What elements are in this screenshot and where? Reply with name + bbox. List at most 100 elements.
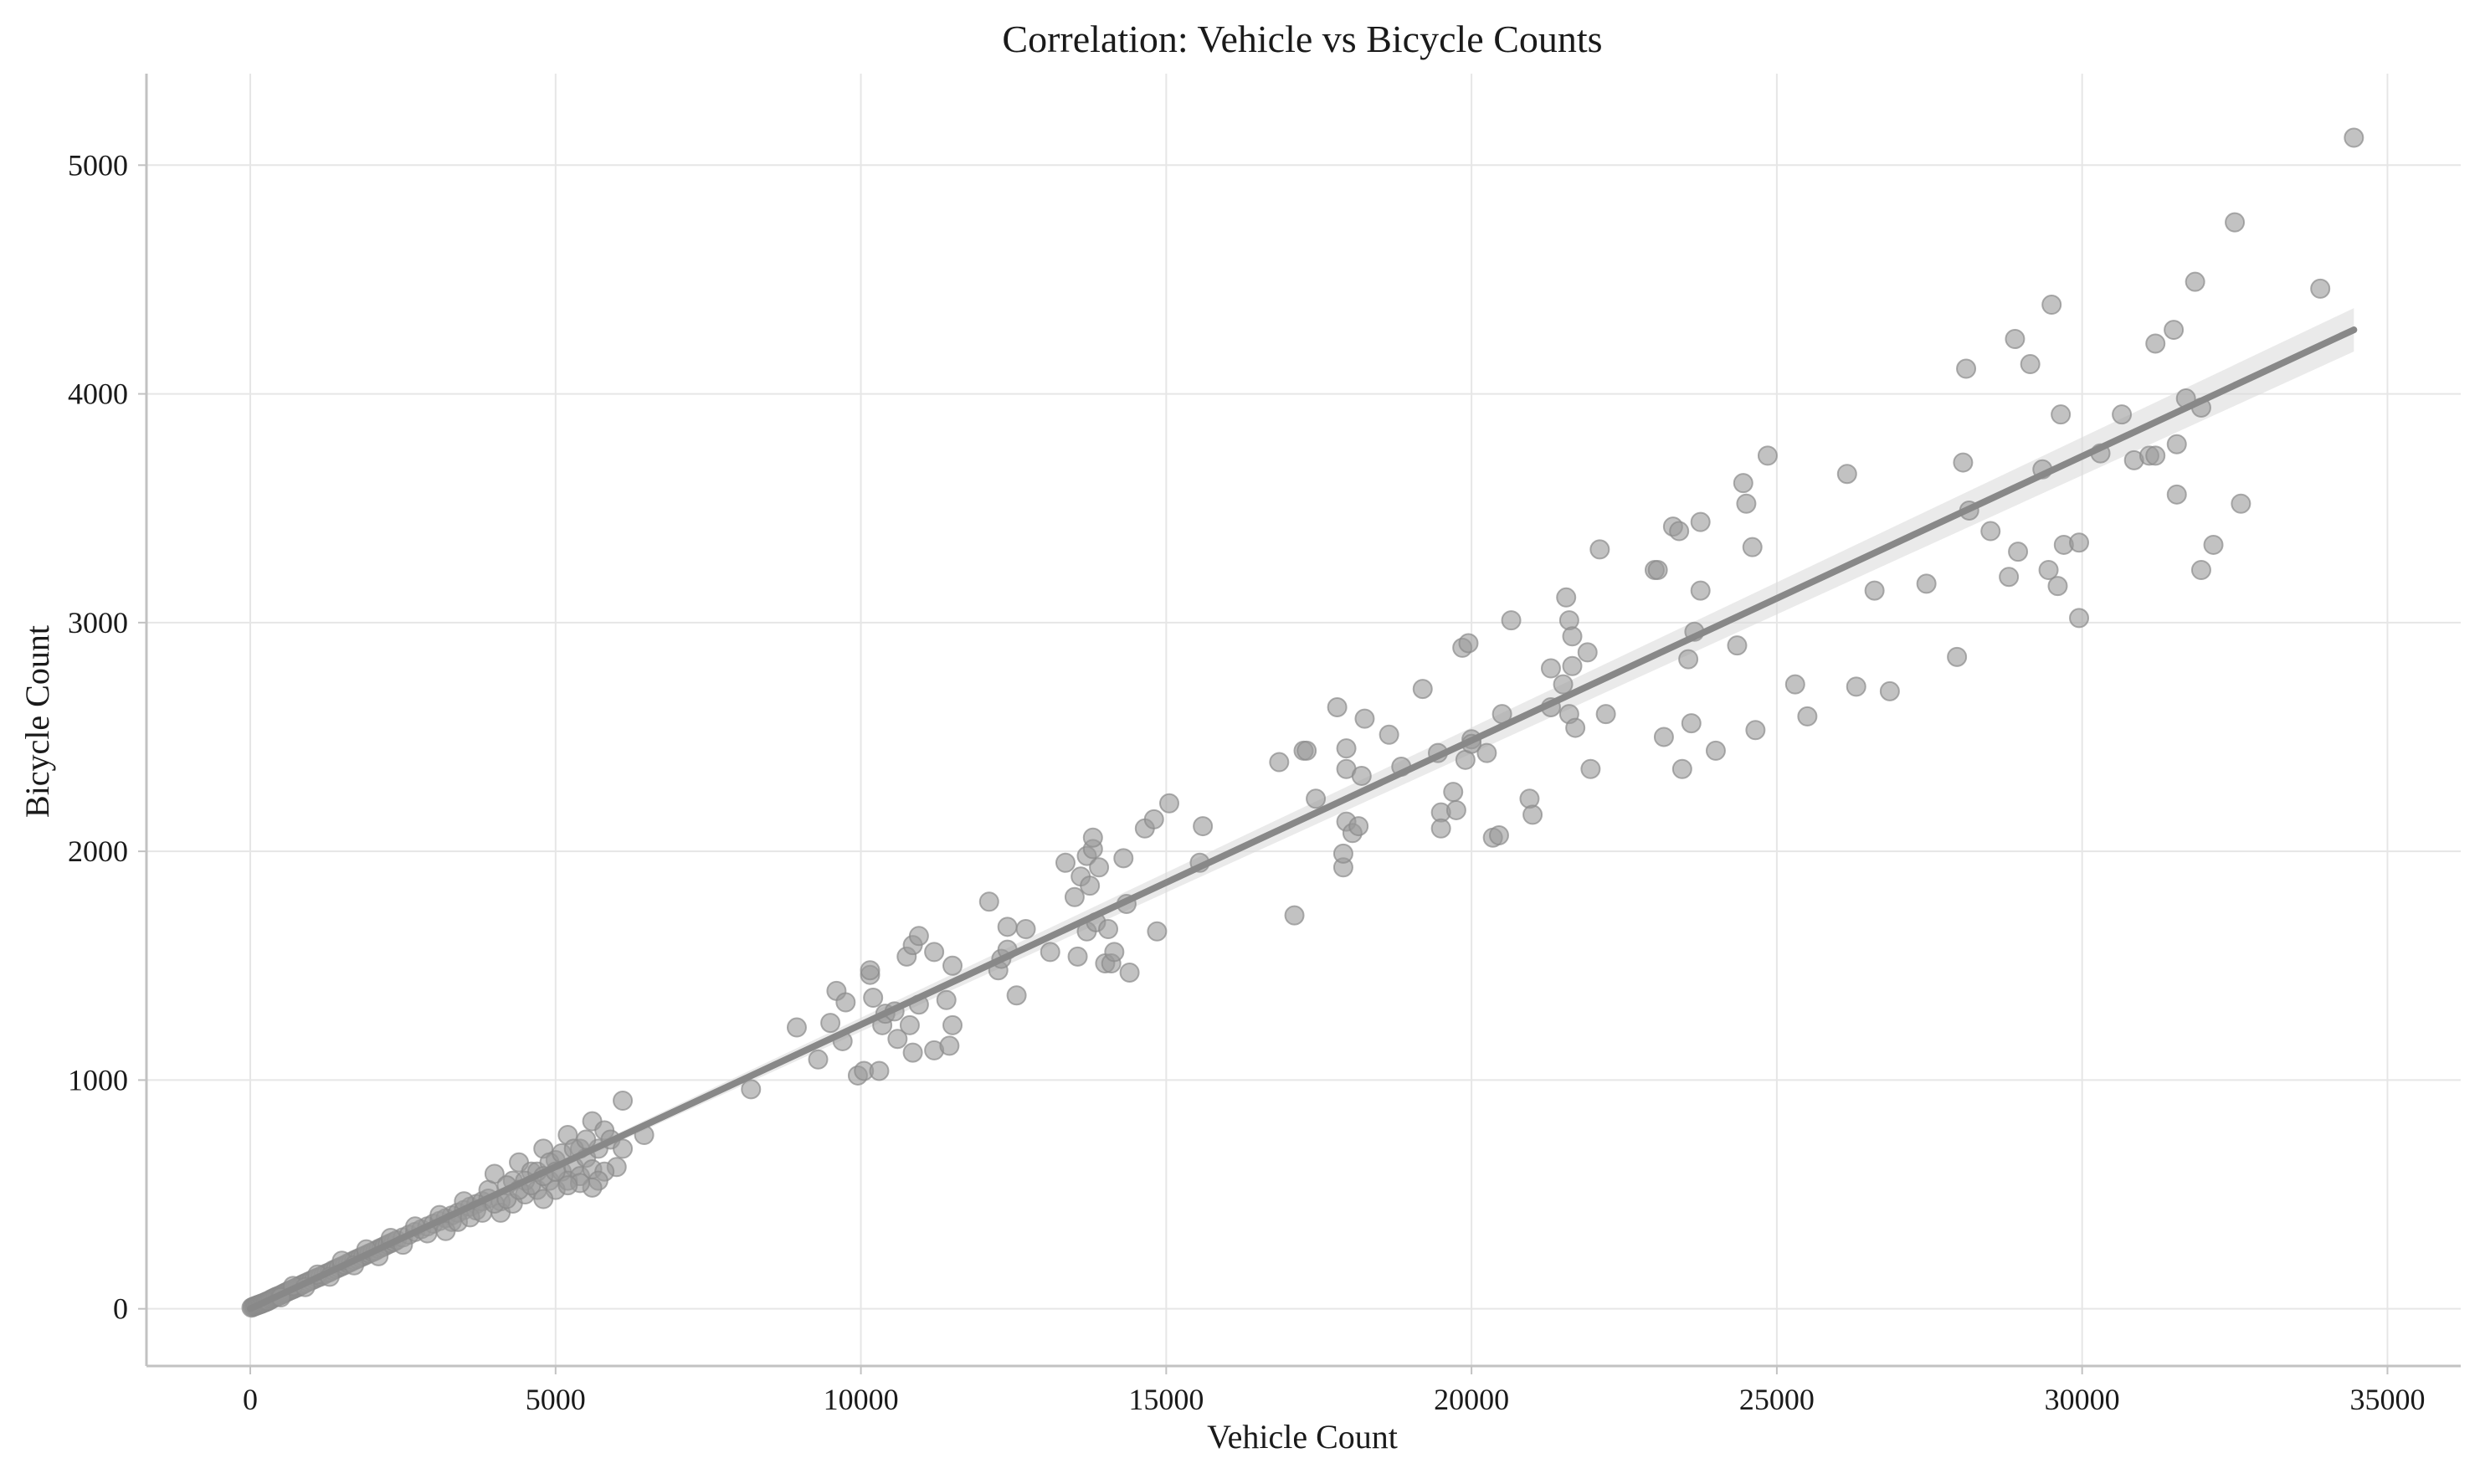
data-point	[869, 1060, 890, 1081]
data-point	[1430, 818, 1451, 839]
data-point	[741, 1079, 762, 1100]
data-point	[1098, 919, 1119, 940]
data-point	[1562, 655, 1583, 676]
axes: 0 5000 10000 15000 20000 25000 30000 35000 0 1000…	[68, 74, 2461, 1416]
data-point	[1067, 946, 1088, 967]
data-point	[1336, 738, 1357, 759]
data-point	[1953, 452, 1974, 473]
y-tick-label: 2000	[68, 834, 128, 868]
data-point	[613, 1091, 634, 1112]
data-point	[1757, 445, 1778, 466]
data-point	[835, 992, 856, 1013]
data-point	[613, 1138, 634, 1159]
data-point	[908, 926, 929, 947]
data-point	[2041, 295, 2062, 316]
data-point	[1947, 646, 1968, 667]
data-point	[936, 989, 957, 1010]
data-point	[808, 1049, 829, 1070]
regression-line-group	[247, 326, 2358, 1312]
chart-title: Correlation: Vehicle vs Bicycle Counts	[1002, 18, 1602, 60]
y-tick-label: 5000	[68, 148, 128, 182]
data-point	[533, 1189, 554, 1209]
data-point	[2310, 278, 2331, 299]
data-point	[1681, 713, 1702, 734]
data-point	[1488, 825, 1509, 846]
data-point	[1445, 799, 1466, 820]
data-point	[1104, 942, 1125, 963]
x-tick-label: 20000	[1434, 1383, 1509, 1416]
data-point	[1458, 633, 1479, 654]
data-point	[1565, 717, 1586, 738]
confidence-band	[250, 308, 2354, 1310]
data-point	[1562, 626, 1583, 647]
data-point	[1040, 942, 1060, 963]
data-point	[1158, 793, 1179, 814]
data-point	[1522, 804, 1543, 825]
data-point	[2008, 542, 2029, 562]
data-point	[899, 1014, 920, 1035]
data-point	[1580, 758, 1601, 779]
data-point	[1147, 921, 1168, 942]
data-point	[1727, 635, 1748, 656]
data-point	[1006, 985, 1027, 1006]
data-point	[2005, 328, 2025, 349]
data-point	[1671, 758, 1692, 779]
data-point	[1733, 473, 1753, 494]
data-point	[2047, 576, 2068, 597]
data-point	[1647, 560, 1668, 581]
x-tick-label: 35000	[2349, 1383, 2425, 1416]
x-tick-label: 15000	[1128, 1383, 1204, 1416]
data-point	[860, 960, 881, 981]
data-point	[997, 917, 1018, 937]
data-point	[1354, 708, 1375, 729]
data-point	[1348, 816, 1369, 837]
data-point	[2112, 404, 2133, 425]
data-point	[1797, 706, 1818, 727]
data-point	[576, 1129, 597, 1150]
data-point	[1501, 610, 1522, 631]
data-point	[820, 1013, 841, 1034]
data-point	[1705, 740, 1726, 761]
data-point	[1653, 727, 1674, 747]
data-point	[1980, 521, 2001, 542]
data-point	[1577, 642, 1598, 663]
data-points	[241, 127, 2364, 1318]
data-point	[1080, 876, 1101, 896]
data-point	[1540, 658, 1561, 679]
data-point	[978, 891, 999, 912]
x-axis-label: Vehicle Count	[1207, 1418, 1398, 1456]
data-point	[902, 1042, 923, 1063]
regression-line	[247, 326, 2358, 1312]
data-point	[1306, 788, 1327, 809]
data-point	[1956, 358, 1977, 379]
x-tick-label: 0	[243, 1383, 258, 1416]
data-point	[2069, 608, 2090, 629]
data-point	[2190, 560, 2211, 581]
data-point	[2051, 404, 2072, 425]
data-point	[786, 1017, 807, 1038]
data-point	[2069, 532, 2090, 553]
data-point	[1284, 905, 1305, 926]
data-point	[1015, 919, 1036, 940]
data-point	[1351, 765, 1372, 786]
x-tick-label: 10000	[824, 1383, 899, 1416]
data-point	[1999, 567, 2020, 588]
data-point	[2164, 320, 2185, 341]
data-point	[1332, 843, 1353, 864]
y-tick-label: 0	[113, 1292, 128, 1326]
data-point	[1089, 857, 1110, 878]
data-point	[1784, 674, 1805, 695]
data-point	[1296, 740, 1317, 761]
data-point	[2166, 434, 2187, 454]
data-point	[484, 1163, 505, 1184]
data-point	[1589, 539, 1610, 560]
data-point	[1412, 679, 1433, 700]
data-point	[1556, 587, 1577, 608]
data-point	[557, 1175, 578, 1196]
data-point	[1669, 521, 1690, 542]
data-point	[1736, 493, 1757, 514]
data-point	[1690, 580, 1711, 601]
data-point	[2344, 127, 2364, 148]
